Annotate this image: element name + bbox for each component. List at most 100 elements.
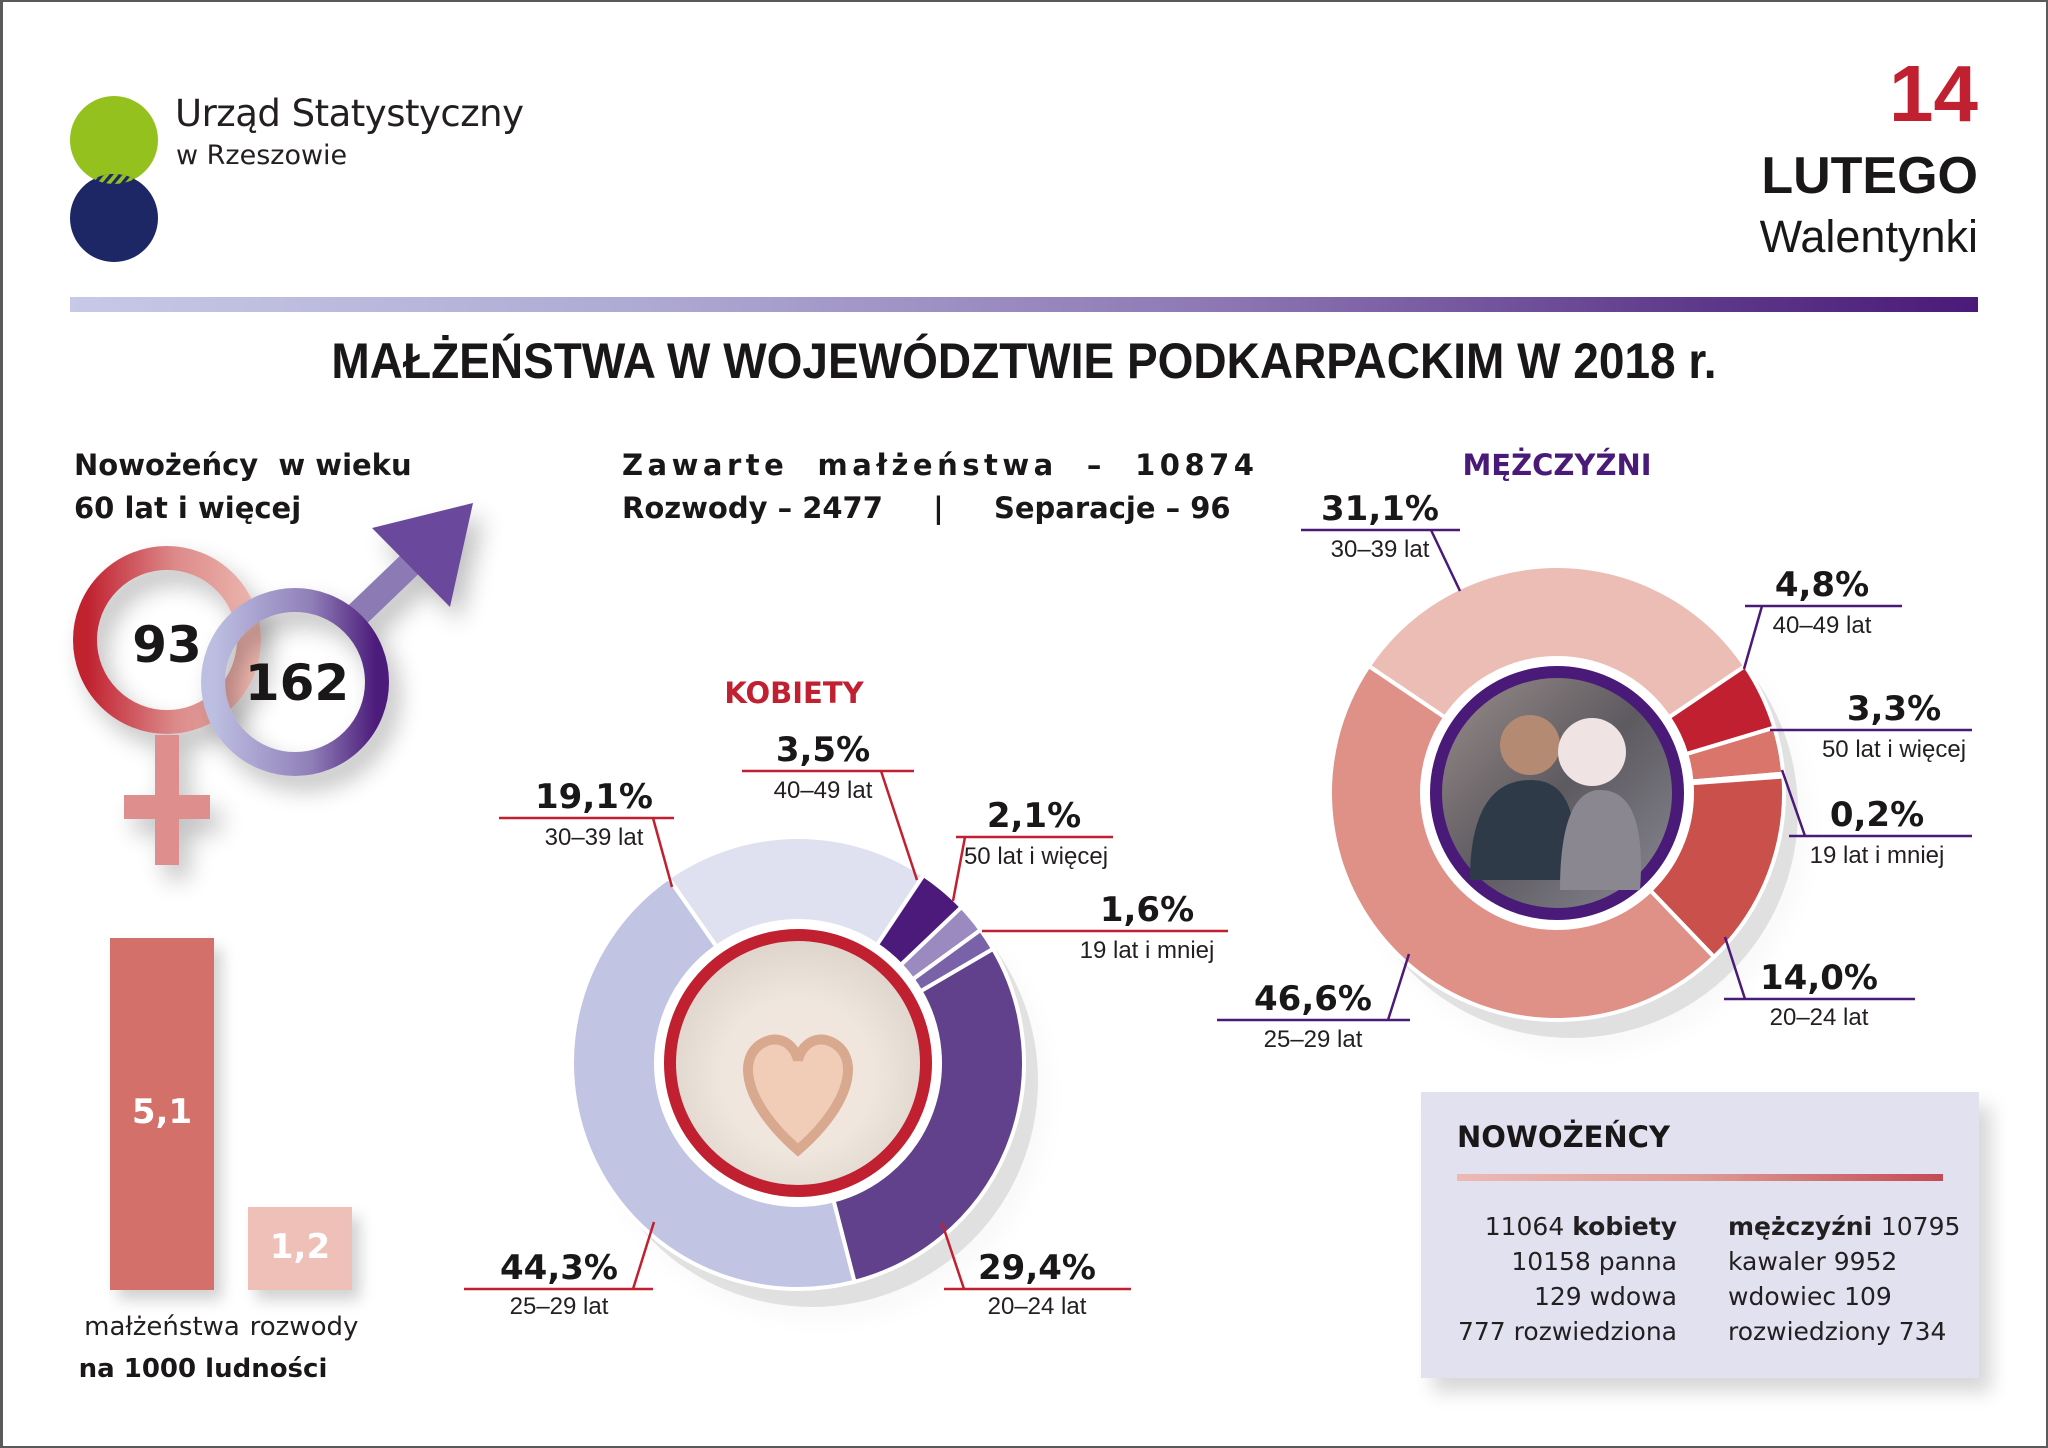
men-pct-50plus: 3,3% bbox=[1846, 689, 1942, 729]
leader-20-24-women-pointer bbox=[940, 1222, 966, 1290]
women-count: 129 bbox=[1533, 1282, 1590, 1311]
bar-label-divorces: rozwody bbox=[249, 1312, 359, 1342]
men-count: 9952 bbox=[1833, 1247, 1898, 1276]
seniors-heading-line1: Nowożeńcy w wieku bbox=[74, 448, 412, 482]
women-label-40-49: 40–49 lat bbox=[773, 777, 873, 804]
men-donut-chart bbox=[1328, 564, 1798, 1038]
men-pct-30-39: 31,1% bbox=[1321, 489, 1439, 529]
men-category: wdowiec bbox=[1728, 1282, 1845, 1311]
men-label-25-29: 25–29 lat bbox=[1263, 1026, 1363, 1053]
men-label-50plus: 50 lat i więcej bbox=[1821, 736, 1967, 763]
bar-chart-footer: na 1000 ludności bbox=[78, 1354, 328, 1384]
men-count: 734 bbox=[1898, 1317, 1947, 1346]
seniors-women-count: 93 bbox=[132, 616, 202, 674]
leader-40-49-women-pointer bbox=[879, 770, 919, 881]
women-count: 11064 bbox=[1484, 1212, 1573, 1241]
women-chart-title: KOBIETY bbox=[724, 676, 864, 710]
woman-hat-icon bbox=[1558, 718, 1626, 786]
women-count: 777 bbox=[1458, 1317, 1514, 1346]
men-category: rozwiedziony bbox=[1728, 1317, 1899, 1346]
leader-20-24-men-pointer bbox=[1723, 936, 1747, 1000]
man-body-icon bbox=[1470, 780, 1576, 880]
male-symbol-icon bbox=[201, 503, 473, 776]
women-label-19minus: 19 lat i mniej bbox=[1079, 937, 1215, 964]
women-pct-19minus: 1,6% bbox=[1099, 890, 1195, 930]
summary-separator: | bbox=[933, 491, 944, 525]
men-category: mężczyźni bbox=[1728, 1212, 1881, 1241]
men-pct-20-24: 14,0% bbox=[1760, 958, 1878, 998]
separations-total: Separacje – 96 bbox=[993, 491, 1231, 525]
men-pct-19minus: 0,2% bbox=[1829, 795, 1925, 835]
women-pct-40-49: 3,5% bbox=[775, 730, 871, 770]
newlyweds-panel: NOWOŻEŃCY 11064 kobiety 10158 panna 129 wd… bbox=[1421, 1092, 1979, 1378]
bar-label-marriages: małżeństwa bbox=[84, 1312, 240, 1342]
women-leader-lines bbox=[464, 769, 1228, 1291]
man-head-icon bbox=[1500, 715, 1560, 775]
newlyweds-women-row: 10158 panna bbox=[1511, 1247, 1677, 1276]
seniors-heading: Nowożeńcy w wieku 60 lat i więcej bbox=[74, 444, 412, 530]
leader-25-29-women-pointer bbox=[631, 1221, 656, 1290]
divorces-total: Rozwody – 2477 bbox=[622, 491, 883, 525]
men-label-40-49: 40–49 lat bbox=[1772, 612, 1872, 639]
leader-25-29-men-pointer bbox=[1386, 953, 1411, 1021]
female-symbol-icon bbox=[73, 546, 261, 865]
men-chart-title: MĘŻCZYŹNI bbox=[1462, 448, 1652, 482]
newlyweds-men-row: wdowiec 109 bbox=[1728, 1282, 1892, 1311]
seniors-heading-line2: 60 lat i więcej bbox=[74, 491, 302, 525]
leader-30-39-men-pointer bbox=[1429, 529, 1462, 592]
newlyweds-title: NOWOŻEŃCY bbox=[1457, 1120, 1670, 1154]
newlyweds-men-row: mężczyźni 10795 bbox=[1728, 1212, 1960, 1241]
summary-row2: Rozwody – 2477 | Separacje – 96 bbox=[622, 487, 1259, 530]
women-label-30-39: 30–39 lat bbox=[544, 824, 644, 851]
org-location: w Rzeszowie bbox=[176, 140, 348, 171]
date-occasion: Walentynki bbox=[1759, 211, 1978, 262]
newlyweds-women-row: 129 wdowa bbox=[1534, 1282, 1677, 1311]
women-pct-20-24: 29,4% bbox=[978, 1248, 1096, 1288]
men-pct-40-49: 4,8% bbox=[1774, 565, 1870, 605]
leader-19minus-men-pointer bbox=[1780, 769, 1807, 837]
men-pct-25-29: 46,6% bbox=[1254, 979, 1372, 1019]
page-title: MAŁŻEŃSTWA W WOJEWÓDZTWIE PODKARPACKIM W… bbox=[331, 333, 1717, 389]
men-category: kawaler bbox=[1728, 1247, 1834, 1276]
women-category: kobiety bbox=[1572, 1212, 1677, 1241]
men-label-30-39: 30–39 lat bbox=[1330, 536, 1430, 563]
women-category: panna bbox=[1598, 1247, 1677, 1276]
women-count: 10158 bbox=[1511, 1247, 1599, 1276]
summary: Zawarte małżeństwa – 10874 Rozwody – 247… bbox=[622, 444, 1259, 530]
newlyweds-men-row: rozwiedziony 734 bbox=[1728, 1317, 1946, 1346]
header-divider bbox=[70, 297, 1978, 312]
seniors-men-count: 162 bbox=[244, 654, 350, 712]
leader-50plus-women-pointer bbox=[951, 836, 967, 902]
bar-małżeństwa: 5,1 bbox=[110, 938, 214, 1290]
leader-40-49-men-pointer bbox=[1742, 605, 1764, 670]
women-pct-50plus: 2,1% bbox=[986, 796, 1082, 836]
heart-hands-icon bbox=[743, 1034, 853, 1157]
men-leader-lines bbox=[1217, 528, 1972, 1022]
men-label-20-24: 20–24 lat bbox=[1769, 1004, 1869, 1031]
date-day: 14 bbox=[1889, 49, 1978, 138]
men-label-19minus: 19 lat i mniej bbox=[1809, 842, 1945, 869]
woman-body-icon bbox=[1560, 790, 1641, 890]
org-name: Urząd Statystyczny bbox=[175, 92, 524, 135]
women-donut-chart bbox=[570, 835, 1038, 1307]
leader-30-39-women-pointer bbox=[651, 817, 674, 888]
bar-rozwody: 1,2 bbox=[248, 1207, 352, 1290]
date-month: LUTEGO bbox=[1761, 147, 1978, 205]
women-label-25-29: 25–29 lat bbox=[509, 1293, 609, 1320]
women-category: wdowa bbox=[1589, 1282, 1677, 1311]
logo-icon bbox=[70, 96, 158, 262]
marriages-total: Zawarte małżeństwa – 10874 bbox=[622, 448, 1259, 482]
bar-value-label: 5,1 bbox=[131, 1092, 193, 1132]
women-pct-30-39: 19,1% bbox=[535, 777, 653, 817]
newlyweds-women-row: 777 rozwiedziona bbox=[1458, 1317, 1677, 1346]
bar-value-label: 1,2 bbox=[269, 1226, 331, 1267]
women-label-50plus: 50 lat i więcej bbox=[963, 843, 1109, 870]
newlyweds-men-row: kawaler 9952 bbox=[1728, 1247, 1897, 1276]
men-count: 109 bbox=[1844, 1282, 1892, 1311]
newlyweds-divider bbox=[1457, 1174, 1943, 1181]
newlyweds-women-row: 11064 kobiety bbox=[1485, 1212, 1677, 1241]
women-pct-25-29: 44,3% bbox=[500, 1248, 618, 1288]
women-label-20-24: 20–24 lat bbox=[987, 1293, 1087, 1320]
